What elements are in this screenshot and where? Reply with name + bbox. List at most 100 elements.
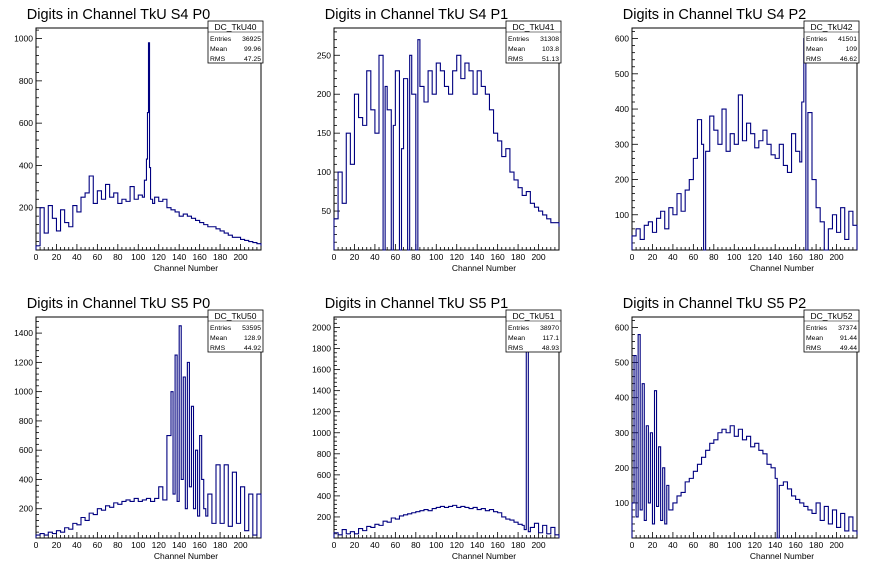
x-tick-label: 80 <box>709 540 719 550</box>
y-tick-label: 600 <box>19 118 33 128</box>
x-tick-label: 160 <box>491 540 505 550</box>
x-tick-label: 100 <box>429 540 443 550</box>
stats-box <box>505 20 562 64</box>
x-tick-label: 60 <box>391 252 401 262</box>
x-tick-label: 120 <box>152 252 166 262</box>
panel-title: Digits in Channel TkU S5 P1 <box>325 296 509 312</box>
stats-hist-name: DC_TkU50 <box>214 311 256 321</box>
x-tick-label: 160 <box>491 252 505 262</box>
stats-entries-value: 31308 <box>540 36 559 43</box>
x-tick-label: 140 <box>768 540 782 550</box>
x-tick-label: 100 <box>131 540 145 550</box>
x-tick-label: 180 <box>213 540 227 550</box>
stats-rms-label: RMS <box>806 345 822 352</box>
x-tick-label: 0 <box>630 252 635 262</box>
x-tick-label: 160 <box>789 252 803 262</box>
histogram-series-line <box>631 38 858 251</box>
x-tick-label: 120 <box>748 540 762 550</box>
x-tick-label: 200 <box>829 540 843 550</box>
panel-title: Digits in Channel TkU S5 P0 <box>27 296 211 312</box>
y-tick-label: 600 <box>19 445 33 455</box>
x-tick-label: 160 <box>789 540 803 550</box>
y-tick-label: 100 <box>615 210 629 220</box>
x-axis-title: Channel Number <box>750 263 814 273</box>
stats-mean-label: Mean <box>806 46 823 53</box>
histogram-series-line <box>631 333 858 539</box>
x-axis-title: Channel Number <box>750 551 814 561</box>
histogram-panel-2: Digits in Channel TkU S4 P1 0 20 40 60 80 100 1… <box>317 7 562 273</box>
y-tick-label: 100 <box>317 167 331 177</box>
stats-mean-value: 109 <box>846 46 858 53</box>
x-axis-title: Channel Number <box>452 551 516 561</box>
histogram-series-line <box>333 39 560 251</box>
x-tick-label: 0 <box>34 540 39 550</box>
x-axis-title: Channel Number <box>154 551 218 561</box>
stats-mean-value: 91.44 <box>840 335 857 342</box>
x-tick-label: 40 <box>370 540 380 550</box>
x-tick-label: 0 <box>332 252 337 262</box>
x-tick-label: 200 <box>829 252 843 262</box>
y-tick-label: 1400 <box>14 328 33 338</box>
stats-rms-value: 46.62 <box>840 56 857 63</box>
x-tick-label: 180 <box>511 252 525 262</box>
panel-title: Digits in Channel TkU S4 P2 <box>623 7 807 23</box>
x-tick-label: 20 <box>52 252 62 262</box>
y-tick-label: 600 <box>317 470 331 480</box>
x-tick-label: 60 <box>689 252 699 262</box>
stats-entries-label: Entries <box>210 36 232 43</box>
stats-entries-label: Entries <box>806 325 828 332</box>
x-tick-label: 140 <box>768 252 782 262</box>
histogram-panel-6: Digits in Channel TkU S5 P2 0 20 40 60 80 100 1… <box>615 296 860 561</box>
y-tick-label: 400 <box>317 491 331 501</box>
stats-box <box>207 309 264 353</box>
y-tick-label: 1200 <box>14 357 33 367</box>
y-tick-label: 1600 <box>312 365 331 375</box>
x-tick-label: 60 <box>689 540 699 550</box>
stats-rms-value: 47.25 <box>244 56 261 63</box>
y-tick-label: 500 <box>615 69 629 79</box>
x-axis-title: Channel Number <box>452 263 516 273</box>
stats-rms-label: RMS <box>210 56 226 63</box>
x-tick-label: 180 <box>809 540 823 550</box>
x-tick-label: 180 <box>213 252 227 262</box>
x-tick-label: 0 <box>332 540 337 550</box>
y-tick-label: 600 <box>615 323 629 333</box>
x-tick-label: 120 <box>748 252 762 262</box>
y-tick-label: 200 <box>19 203 33 213</box>
x-tick-label: 180 <box>511 540 525 550</box>
stats-entries-value: 37374 <box>838 325 857 332</box>
y-tick-label: 1800 <box>312 344 331 354</box>
plot-frame <box>333 316 560 539</box>
x-tick-label: 100 <box>727 540 741 550</box>
histogram-panel-5: Digits in Channel TkU S5 P1 0 20 40 60 80 100 1… <box>312 296 562 561</box>
x-tick-label: 40 <box>668 252 678 262</box>
histogram-panel-4: Digits in Channel TkU S5 P0 0 20 40 60 80 100 1… <box>14 296 264 561</box>
stats-rms-value: 48.93 <box>542 345 559 352</box>
histogram-series-line <box>333 348 560 538</box>
x-tick-label: 180 <box>809 252 823 262</box>
x-tick-label: 200 <box>531 252 545 262</box>
stats-entries-value: 38970 <box>540 325 559 332</box>
y-tick-label: 300 <box>615 139 629 149</box>
y-tick-label: 1200 <box>312 407 331 417</box>
x-tick-label: 100 <box>131 252 145 262</box>
y-tick-label: 1000 <box>14 387 33 397</box>
x-tick-label: 120 <box>450 540 464 550</box>
x-tick-label: 100 <box>727 252 741 262</box>
stats-mean-value: 117.1 <box>542 335 559 342</box>
x-tick-label: 20 <box>52 540 62 550</box>
stats-mean-label: Mean <box>210 46 227 53</box>
stats-mean-label: Mean <box>508 335 525 342</box>
x-tick-label: 120 <box>450 252 464 262</box>
x-tick-label: 0 <box>34 252 39 262</box>
plot-frame <box>35 27 262 251</box>
y-tick-label: 300 <box>615 428 629 438</box>
x-tick-label: 60 <box>93 540 103 550</box>
stats-rms-label: RMS <box>508 345 524 352</box>
stats-box <box>207 20 264 64</box>
y-tick-label: 400 <box>19 160 33 170</box>
y-tick-label: 800 <box>19 76 33 86</box>
x-tick-label: 60 <box>391 540 401 550</box>
x-tick-label: 40 <box>370 252 380 262</box>
